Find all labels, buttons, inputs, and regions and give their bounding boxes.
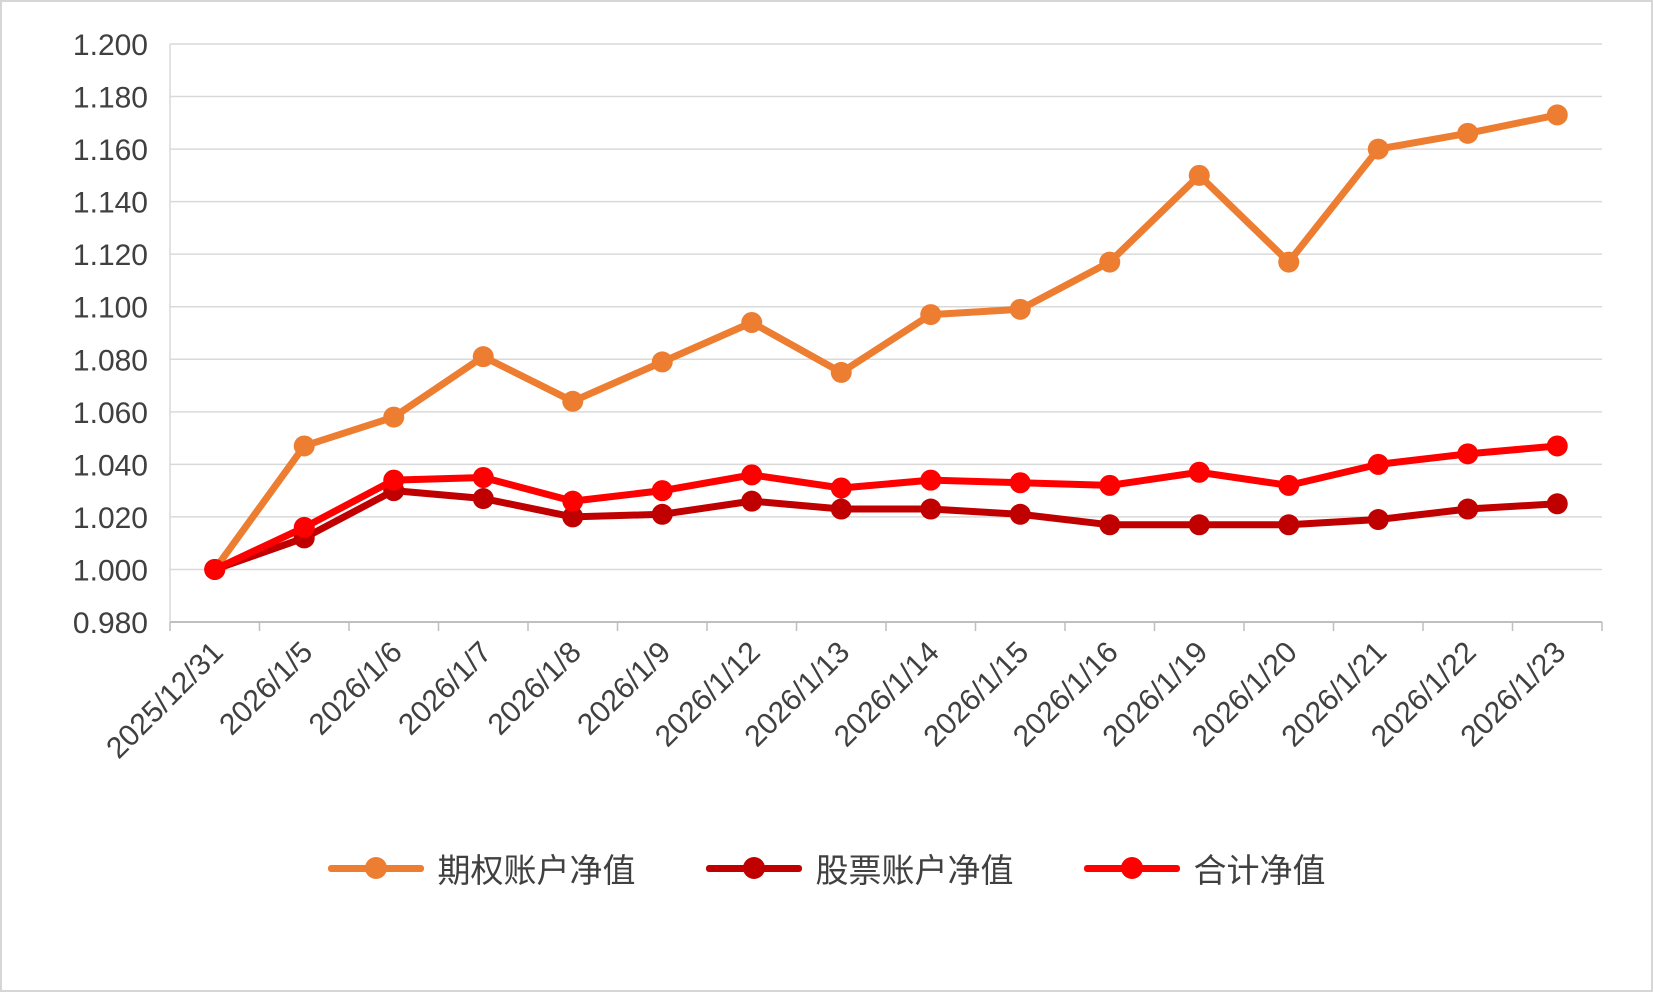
series-marker xyxy=(830,498,852,520)
series-marker xyxy=(1099,474,1121,496)
series-marker xyxy=(920,469,942,491)
series-marker xyxy=(741,464,763,486)
legend-item-stock-account: 股票账户净值 xyxy=(705,844,1014,892)
series-marker xyxy=(472,346,494,368)
y-axis-tick-label: 1.160 xyxy=(73,134,148,167)
legend-label-option-account: 期权账户净值 xyxy=(437,852,636,889)
series-marker xyxy=(1457,122,1479,144)
series-marker xyxy=(383,406,405,428)
series-marker xyxy=(472,467,494,488)
series-marker xyxy=(651,351,673,373)
series-marker xyxy=(920,498,942,520)
series-marker xyxy=(1546,104,1568,126)
series-marker xyxy=(651,480,673,502)
series-marker xyxy=(1546,493,1568,515)
legend-marker-dot-icon xyxy=(364,857,387,879)
series-marker xyxy=(293,516,315,538)
series-line-0 xyxy=(211,111,1561,573)
series-marker xyxy=(1009,503,1031,525)
y-axis-tick-label: 1.040 xyxy=(73,449,148,482)
legend-marker-dot-icon xyxy=(742,857,765,879)
legend-line-sample-icon xyxy=(705,857,802,879)
series-line-2 xyxy=(211,442,1561,573)
series-marker xyxy=(1457,498,1479,520)
series-marker xyxy=(741,311,763,333)
series-marker xyxy=(1099,514,1121,536)
legend-item-total: 合计净值 xyxy=(1083,844,1326,892)
y-axis-tick-label: 0.980 xyxy=(73,607,148,640)
legend-line-sample-icon xyxy=(1083,857,1180,879)
series-marker xyxy=(1099,251,1121,273)
series-marker xyxy=(830,477,852,499)
series-marker xyxy=(1278,514,1300,536)
series-marker xyxy=(1278,474,1300,496)
y-axis-tick-label: 1.000 xyxy=(73,554,148,587)
series-marker xyxy=(472,488,494,510)
x-axis-tick-label: 2026/1/7 xyxy=(392,636,498,742)
legend-item-option-account: 期权账户净值 xyxy=(327,844,636,892)
y-axis-tick-label: 1.060 xyxy=(73,397,148,430)
series-marker xyxy=(1278,251,1300,273)
series-marker xyxy=(1367,138,1389,160)
y-axis-tick-label: 1.140 xyxy=(73,187,148,220)
y-axis-tick-label: 1.120 xyxy=(73,239,148,272)
series-marker xyxy=(1367,509,1389,531)
series-marker xyxy=(1009,472,1031,494)
series-marker xyxy=(651,503,673,525)
series-marker xyxy=(1188,164,1210,186)
chart-legend: 期权账户净值 股票账户净值 合计净值 xyxy=(2,844,1651,892)
series-marker xyxy=(1457,443,1479,465)
legend-label-total: 合计净值 xyxy=(1193,852,1326,889)
x-axis-tick-label: 2026/1/6 xyxy=(303,636,409,742)
series-marker xyxy=(562,490,584,512)
y-axis-tick-label: 1.080 xyxy=(73,344,148,377)
series-marker xyxy=(562,390,584,412)
x-axis-tick-label: 2025/12/31 xyxy=(100,636,230,766)
series-line-1 xyxy=(211,487,1561,573)
series-marker xyxy=(920,304,942,326)
series-marker xyxy=(293,435,315,457)
x-axis-tick-label: 2026/1/5 xyxy=(213,636,319,742)
line-chart: 0.980 1.000 1.020 1.040 1.060 1.080 1.100 1.120… xyxy=(73,29,1603,766)
legend-marker-dot-icon xyxy=(1120,857,1143,879)
y-axis-tick-label: 1.200 xyxy=(73,29,148,62)
legend-label-stock-account: 股票账户净值 xyxy=(815,852,1014,889)
series-marker xyxy=(383,469,405,491)
y-axis-tick-label: 1.020 xyxy=(73,502,148,535)
series-marker xyxy=(1009,298,1031,320)
series-marker xyxy=(741,490,763,512)
series-marker xyxy=(1188,514,1210,536)
series-marker xyxy=(830,361,852,383)
series-marker xyxy=(1546,435,1568,457)
series-marker xyxy=(1367,453,1389,475)
series-marker xyxy=(204,558,226,580)
y-axis-tick-label: 1.180 xyxy=(73,82,148,115)
y-axis-tick-label: 1.100 xyxy=(73,292,148,325)
series-marker xyxy=(1188,461,1210,483)
legend-line-sample-icon xyxy=(327,857,424,879)
series-marker xyxy=(562,506,584,528)
x-axis-tick-label: 2026/1/8 xyxy=(482,636,588,742)
